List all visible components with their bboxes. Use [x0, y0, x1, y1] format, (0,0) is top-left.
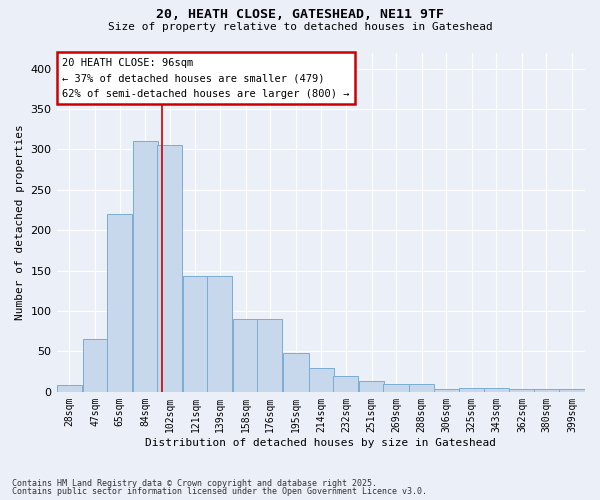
- Bar: [534, 390, 559, 392]
- Bar: [283, 353, 308, 392]
- Bar: [183, 276, 208, 392]
- Bar: [56, 386, 82, 392]
- Bar: [207, 276, 232, 392]
- Bar: [157, 146, 182, 392]
- Bar: [434, 388, 458, 392]
- Bar: [559, 388, 585, 392]
- Bar: [409, 384, 434, 392]
- Bar: [460, 388, 484, 392]
- Bar: [83, 340, 107, 392]
- Text: 20, HEATH CLOSE, GATESHEAD, NE11 9TF: 20, HEATH CLOSE, GATESHEAD, NE11 9TF: [156, 8, 444, 20]
- Y-axis label: Number of detached properties: Number of detached properties: [15, 124, 25, 320]
- Bar: [309, 368, 334, 392]
- Bar: [133, 142, 158, 392]
- Text: Size of property relative to detached houses in Gateshead: Size of property relative to detached ho…: [107, 22, 493, 32]
- Bar: [359, 382, 384, 392]
- Text: 20 HEATH CLOSE: 96sqm
← 37% of detached houses are smaller (479)
62% of semi-det: 20 HEATH CLOSE: 96sqm ← 37% of detached …: [62, 58, 349, 99]
- Bar: [383, 384, 409, 392]
- X-axis label: Distribution of detached houses by size in Gateshead: Distribution of detached houses by size …: [145, 438, 496, 448]
- Text: Contains public sector information licensed under the Open Government Licence v3: Contains public sector information licen…: [12, 487, 427, 496]
- Bar: [107, 214, 132, 392]
- Bar: [334, 376, 358, 392]
- Text: Contains HM Land Registry data © Crown copyright and database right 2025.: Contains HM Land Registry data © Crown c…: [12, 478, 377, 488]
- Bar: [257, 319, 283, 392]
- Bar: [509, 390, 535, 392]
- Bar: [484, 388, 509, 392]
- Bar: [233, 319, 258, 392]
